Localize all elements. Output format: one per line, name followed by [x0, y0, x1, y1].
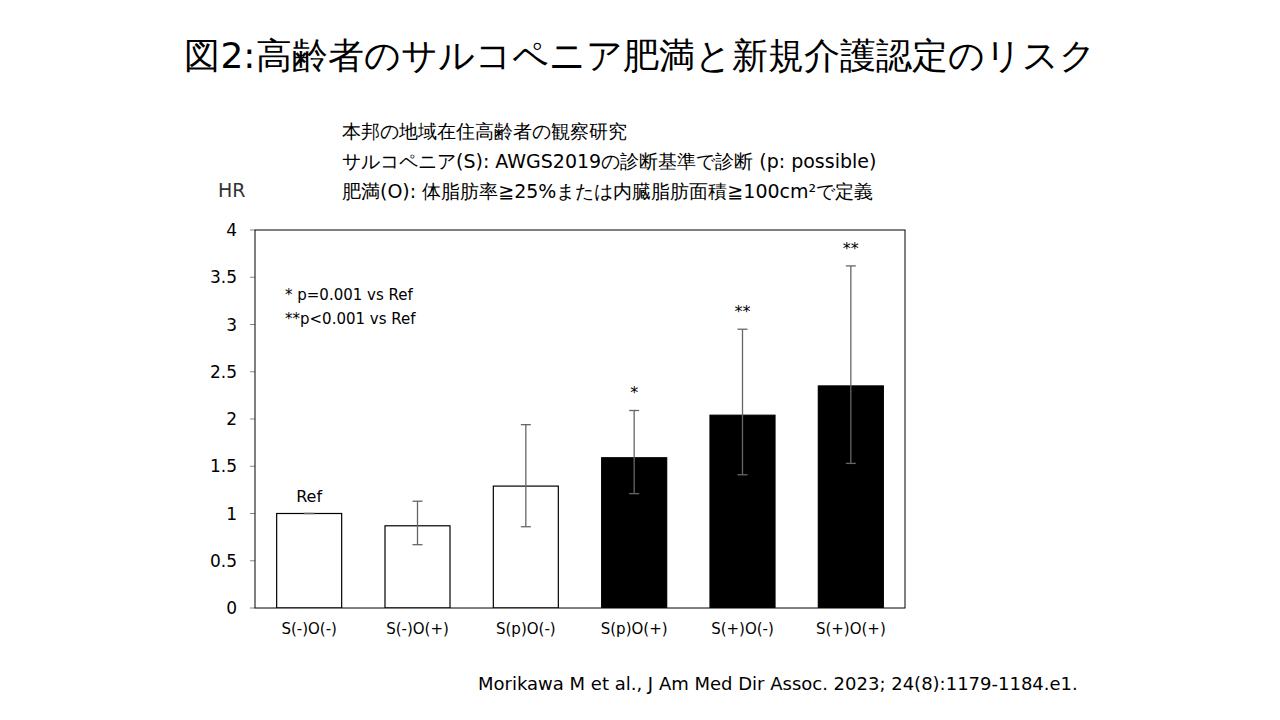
y-axis-label: HR — [218, 179, 246, 201]
x-tick-label: S(p)O(-) — [496, 620, 556, 638]
y-tick — [250, 230, 255, 231]
error-bar-cap — [629, 493, 639, 494]
error-bar-cap — [738, 329, 748, 330]
error-bar — [413, 501, 423, 544]
error-bar-cap — [846, 463, 856, 464]
error-bar-cap — [413, 501, 423, 502]
y-tick — [250, 513, 255, 514]
error-bar-line — [634, 410, 635, 493]
annotation: ** — [735, 302, 751, 321]
x-tick-label: S(p)O(+) — [601, 620, 668, 638]
bar — [277, 514, 342, 609]
subtitle: 肥満(O): 体脂肪率≧25%または内臓脂肪面積≧100cm²で定義 — [342, 180, 873, 202]
plot-frame — [255, 230, 905, 608]
error-bar-line — [417, 501, 418, 544]
error-bar — [629, 410, 639, 493]
x-tick-label: S(+)O(-) — [711, 620, 774, 638]
y-tick-label: 2 — [226, 409, 237, 429]
error-bar-cap — [846, 265, 856, 266]
source: Morikawa M et al., J Am Med Dir Assoc. 2… — [478, 673, 1078, 694]
subtitle: サルコペニア(S): AWGS2019の診断基準で診断 (p: possible… — [342, 150, 876, 172]
y-tick — [250, 371, 255, 372]
title: 図2:高齢者のサルコペニア肥満と新規介護認定のリスク — [184, 35, 1095, 76]
y-tick — [250, 608, 255, 609]
error-bar — [738, 329, 748, 475]
y-tick — [250, 277, 255, 278]
y-tick-label: 4 — [226, 220, 237, 240]
y-tick — [250, 560, 255, 561]
error-bar-cap — [304, 513, 314, 514]
note: **p<0.001 vs Ref — [285, 310, 416, 328]
annotation: Ref — [296, 487, 322, 506]
error-bar — [846, 266, 856, 464]
error-bar-line — [525, 425, 526, 527]
y-tick-label: 1 — [226, 504, 237, 524]
y-tick-label: 3 — [226, 315, 237, 335]
error-bar-cap — [521, 526, 531, 527]
error-bar-cap — [521, 424, 531, 425]
y-tick-label: 1.5 — [210, 456, 237, 476]
bars — [277, 266, 884, 608]
y-tick-label: 0 — [226, 598, 237, 618]
y-tick — [250, 466, 255, 467]
note: * p=0.001 vs Ref — [285, 286, 414, 304]
x-tick-label: S(+)O(+) — [816, 620, 886, 638]
error-bar-cap — [738, 474, 748, 475]
error-bar-cap — [304, 513, 314, 514]
y-tick-label: 3.5 — [210, 267, 237, 287]
error-bar — [521, 425, 531, 527]
y-tick — [250, 419, 255, 420]
error-bar — [304, 513, 314, 514]
error-bar-cap — [629, 410, 639, 411]
y-tick — [250, 324, 255, 325]
subtitle: 本邦の地域在住高齢者の観察研究 — [342, 120, 627, 142]
annotation: * — [630, 383, 638, 402]
error-bar-line — [742, 329, 743, 475]
x-tick-label: S(-)O(+) — [386, 620, 449, 638]
x-tick-label: S(-)O(-) — [281, 620, 337, 638]
chart: 図2:高齢者のサルコペニア肥満と新規介護認定のリスク本邦の地域在住高齢者の観察研… — [0, 0, 1280, 720]
annotation: ** — [843, 239, 859, 258]
error-bar-line — [850, 266, 851, 464]
y-tick-label: 2.5 — [210, 362, 237, 382]
error-bar-cap — [413, 544, 423, 545]
y-tick-label: 0.5 — [210, 551, 237, 571]
